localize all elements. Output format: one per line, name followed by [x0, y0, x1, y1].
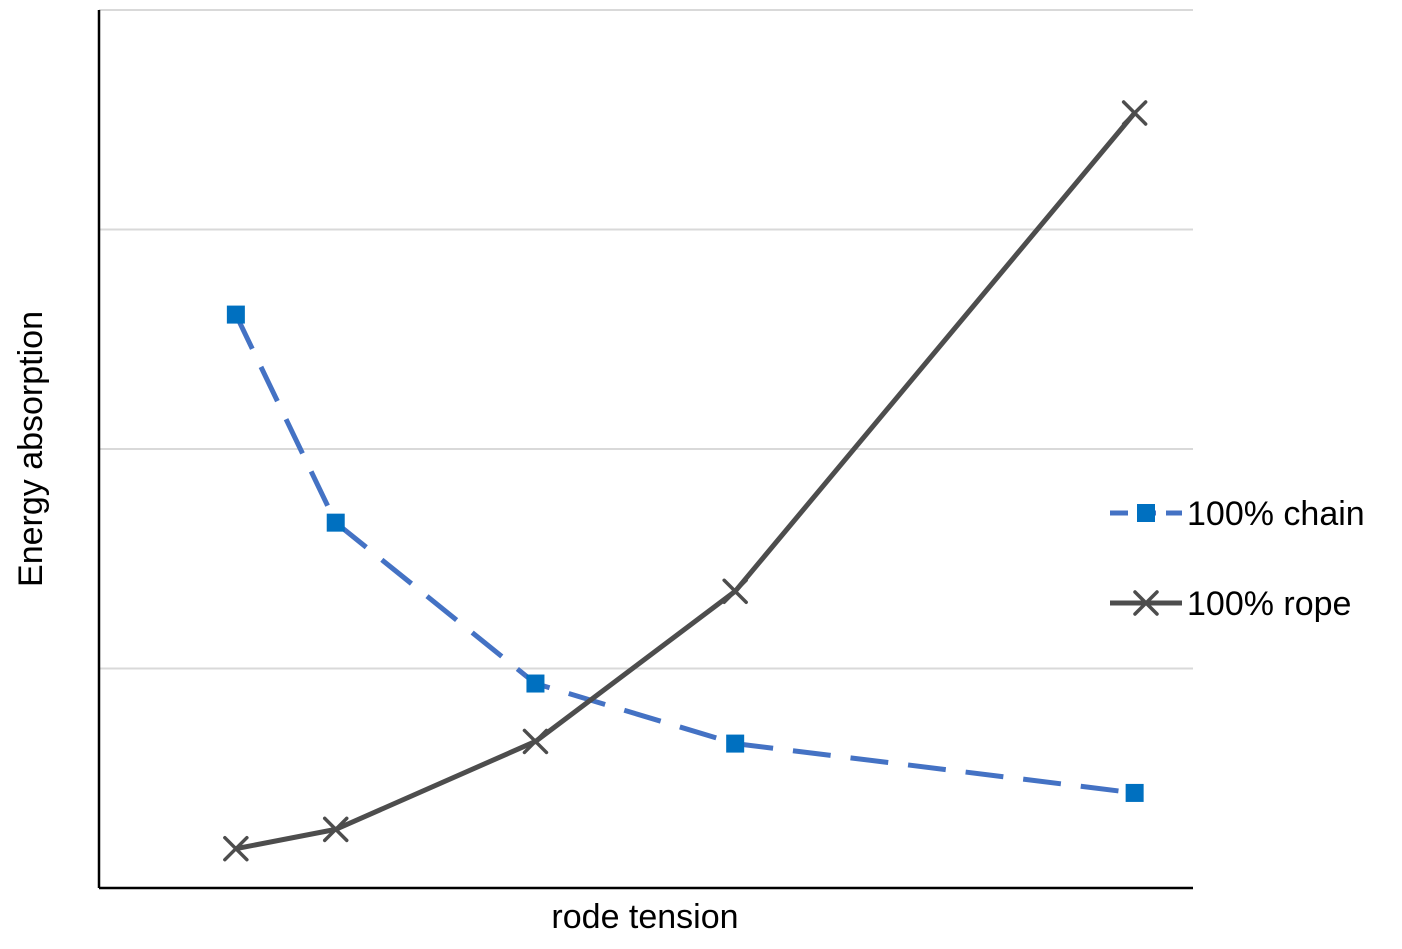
legend-item-100-rope: 100% rope — [1110, 585, 1351, 623]
data-point-100-chain — [1125, 783, 1144, 802]
data-point-100-rope — [522, 728, 549, 755]
legend-label: 100% rope — [1187, 585, 1351, 623]
data-point-100-chain — [226, 305, 245, 324]
data-point-100-rope — [223, 835, 249, 862]
data-point-100-rope — [322, 816, 349, 843]
legend-label: 100% chain — [1187, 495, 1365, 533]
legend-marker — [1133, 590, 1159, 616]
axes — [97, 10, 1193, 890]
data-point-100-chain — [526, 674, 545, 693]
y-axis-title: Energy absorption — [12, 311, 50, 587]
series-100-rope — [223, 100, 1148, 862]
gridlines — [99, 9, 1193, 670]
series-line-100-rope — [235, 111, 1137, 852]
series-group — [223, 100, 1148, 862]
data-point-100-rope — [1121, 100, 1148, 126]
legend-item-100-chain: 100% chain — [1110, 495, 1365, 533]
data-point-100-chain — [326, 513, 345, 532]
series-100-chain — [226, 305, 1144, 802]
legend-marker — [1137, 504, 1155, 522]
data-point-100-chain — [726, 734, 745, 753]
data-point-100-rope — [722, 578, 748, 605]
x-axis-title: rode tension — [551, 898, 738, 936]
series-line-100-chain — [233, 313, 1135, 796]
legend: 100% chain 100% rope — [1110, 495, 1365, 623]
